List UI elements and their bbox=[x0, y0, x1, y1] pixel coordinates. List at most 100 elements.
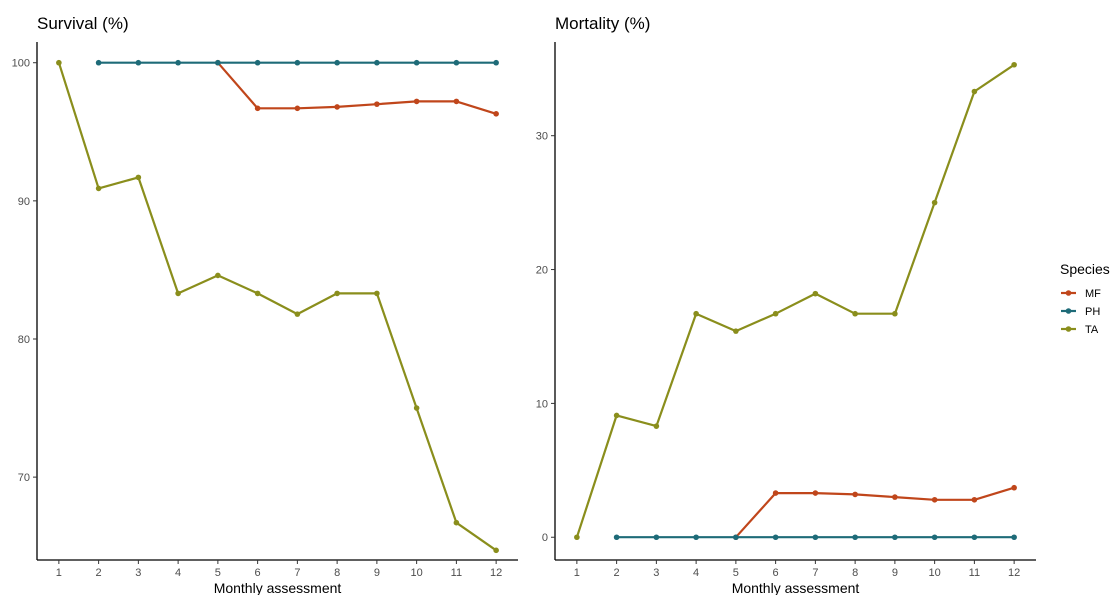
x-axis-label: Monthly assessment bbox=[214, 580, 342, 595]
data-point bbox=[653, 534, 660, 541]
x-tick-label: 9 bbox=[892, 567, 898, 579]
x-tick-label: 7 bbox=[294, 567, 300, 579]
x-tick-label: 2 bbox=[96, 567, 102, 579]
data-point bbox=[693, 534, 699, 541]
data-point bbox=[653, 423, 660, 429]
data-point bbox=[453, 98, 460, 105]
data-point bbox=[613, 412, 620, 419]
data-point bbox=[374, 59, 380, 66]
data-point bbox=[812, 534, 819, 541]
x-tick-label: 4 bbox=[175, 567, 181, 579]
y-tick-label: 80 bbox=[18, 334, 30, 346]
survival-panel: Survival (%)1 2 3 4 5 6 7 8 9 10 11 12708090100Mont… bbox=[12, 14, 518, 595]
x-tick-label: 1 bbox=[56, 567, 62, 579]
data-point bbox=[1011, 61, 1017, 68]
x-tick-label: 5 bbox=[215, 567, 221, 579]
series-line bbox=[735, 486, 1015, 538]
data-point bbox=[733, 328, 739, 334]
data-point bbox=[971, 496, 978, 503]
data-point bbox=[334, 104, 340, 110]
data-point bbox=[175, 59, 181, 66]
x-tick-label: 5 bbox=[733, 567, 739, 579]
y-tick-label: 0 bbox=[542, 532, 548, 544]
data-point bbox=[733, 534, 739, 541]
data-point bbox=[971, 88, 978, 95]
data-point bbox=[294, 59, 301, 66]
x-tick-label: 8 bbox=[334, 567, 340, 579]
legend-item-ta: TA bbox=[1061, 324, 1099, 336]
data-point bbox=[852, 534, 858, 541]
series-ta bbox=[56, 59, 499, 554]
series-ph bbox=[95, 59, 499, 66]
data-point bbox=[215, 59, 221, 66]
data-point bbox=[1011, 484, 1017, 491]
data-point bbox=[493, 547, 499, 554]
data-point bbox=[175, 290, 181, 297]
data-point bbox=[294, 311, 301, 317]
x-tick-label: 2 bbox=[614, 567, 620, 579]
series-line bbox=[57, 62, 497, 552]
y-tick-label: 70 bbox=[18, 472, 30, 484]
legend-key-point bbox=[1065, 308, 1072, 314]
data-point bbox=[334, 290, 340, 297]
data-point bbox=[453, 59, 460, 66]
data-point bbox=[852, 310, 858, 317]
data-point bbox=[772, 490, 779, 496]
data-point bbox=[254, 290, 261, 297]
data-point bbox=[892, 534, 898, 541]
x-tick-label: 11 bbox=[969, 567, 980, 579]
data-point bbox=[56, 59, 62, 66]
x-tick-label: 12 bbox=[1008, 567, 1020, 579]
data-point bbox=[574, 534, 580, 541]
series-ph bbox=[613, 534, 1017, 541]
data-point bbox=[812, 290, 819, 297]
series-ta bbox=[574, 61, 1017, 541]
y-tick-label: 20 bbox=[536, 265, 548, 277]
y-tick-label: 100 bbox=[12, 58, 30, 70]
x-tick-label: 9 bbox=[374, 567, 380, 579]
data-point bbox=[892, 494, 898, 500]
data-point bbox=[135, 59, 142, 66]
data-point bbox=[1011, 534, 1017, 541]
data-point bbox=[374, 290, 380, 297]
data-point bbox=[254, 105, 261, 112]
data-point bbox=[852, 491, 858, 498]
data-point bbox=[215, 272, 221, 279]
x-tick-label: 7 bbox=[812, 567, 818, 579]
data-point bbox=[693, 310, 699, 317]
x-tick-label: 10 bbox=[411, 567, 423, 579]
data-point bbox=[772, 310, 779, 317]
x-tick-label: 12 bbox=[490, 567, 502, 579]
data-point bbox=[413, 98, 420, 105]
x-tick-label: 10 bbox=[929, 567, 941, 579]
data-point bbox=[95, 59, 102, 66]
mortality-panel: Mortality (%)1 2 3 4 5 6 7 8 9 10 11 120102030Month… bbox=[536, 14, 1036, 595]
data-point bbox=[772, 534, 779, 541]
y-tick-label: 10 bbox=[536, 398, 548, 410]
data-point bbox=[971, 534, 978, 541]
data-point bbox=[931, 199, 938, 206]
data-point bbox=[254, 59, 261, 66]
data-point bbox=[493, 59, 499, 66]
legend-key-point bbox=[1065, 290, 1072, 296]
legend-item-ph: PH bbox=[1061, 306, 1100, 318]
x-tick-label: 4 bbox=[693, 567, 699, 579]
y-tick-label: 30 bbox=[536, 131, 548, 143]
legend-key-point bbox=[1065, 326, 1072, 332]
x-tick-label: 6 bbox=[255, 567, 261, 579]
data-point bbox=[613, 534, 620, 541]
legend: Species MF PH TA bbox=[1060, 261, 1110, 336]
x-tick-label: 3 bbox=[653, 567, 659, 579]
data-point bbox=[413, 59, 420, 66]
legend-label: TA bbox=[1085, 324, 1099, 336]
data-point bbox=[294, 105, 301, 112]
data-point bbox=[413, 405, 420, 411]
series-mf bbox=[733, 484, 1017, 541]
data-point bbox=[931, 534, 938, 541]
x-tick-label: 6 bbox=[773, 567, 779, 579]
data-point bbox=[812, 490, 819, 496]
panel-title: Survival (%) bbox=[37, 14, 129, 33]
data-point bbox=[334, 59, 340, 66]
x-tick-label: 1 bbox=[574, 567, 580, 579]
